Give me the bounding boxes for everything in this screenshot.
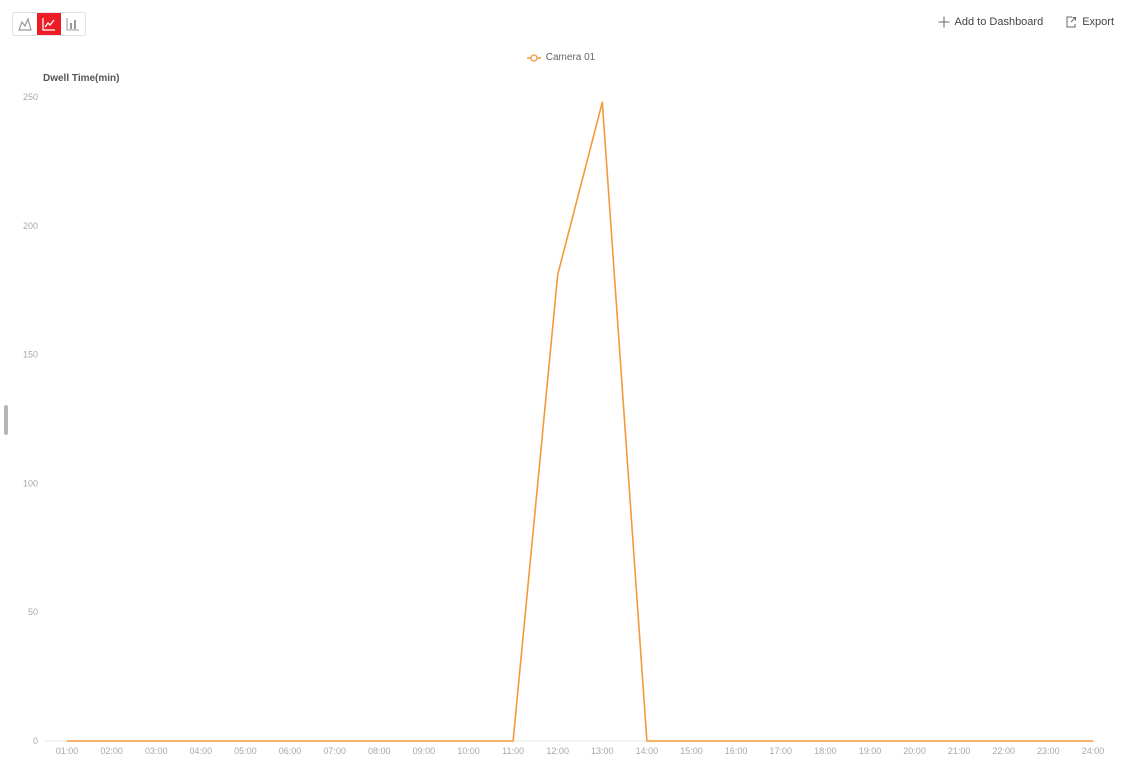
- series-line-camera-01: [67, 101, 1093, 742]
- area-chart-button[interactable]: [13, 13, 37, 35]
- legend-item-camera-01[interactable]: Camera 01: [526, 52, 596, 63]
- export-icon: [1066, 16, 1077, 28]
- x-tick-label: 22:00: [993, 746, 1016, 756]
- export-button[interactable]: Export: [1065, 16, 1114, 28]
- y-tick-label: 200: [23, 221, 38, 231]
- x-tick-label: 20:00: [903, 746, 926, 756]
- x-tick-label: 13:00: [591, 746, 614, 756]
- add-to-dashboard-label: Add to Dashboard: [954, 16, 1044, 28]
- chart-type-switch: [12, 12, 86, 36]
- y-axis-title: Dwell Time(min): [43, 73, 120, 84]
- line-chart-icon: [42, 18, 55, 31]
- x-tick-label: 14:00: [636, 746, 659, 756]
- x-tick-label: 06:00: [279, 746, 302, 756]
- x-tick-label: 11:00: [502, 746, 524, 756]
- x-tick-label: 15:00: [680, 746, 703, 756]
- chart-actions: Add to Dashboard Export: [938, 16, 1114, 28]
- x-tick-label: 02:00: [100, 746, 123, 756]
- x-tick-label: 03:00: [145, 746, 168, 756]
- x-tick-label: 01:00: [56, 746, 79, 756]
- y-tick-label: 50: [28, 607, 38, 617]
- x-tick-label: 17:00: [769, 746, 792, 756]
- export-label: Export: [1082, 16, 1114, 28]
- x-tick-label: 04:00: [190, 746, 213, 756]
- axes: 0 50 100 150 200 250 01:00 02:00 03:00 04:00 05:00…: [23, 92, 1104, 756]
- x-tick-label: 08:00: [368, 746, 391, 756]
- bar-chart-button[interactable]: [61, 13, 85, 35]
- x-tick-label: 07:00: [323, 746, 346, 756]
- side-panel-handle[interactable]: [4, 405, 8, 435]
- chart-legend: Camera 01: [0, 52, 1122, 63]
- y-tick-label: 100: [23, 478, 38, 488]
- line-chart-button[interactable]: [37, 13, 61, 35]
- x-tick-label: 21:00: [948, 746, 971, 756]
- x-tick-label: 23:00: [1037, 746, 1060, 756]
- y-tick-label: 0: [33, 736, 38, 746]
- area-chart-icon: [18, 17, 32, 31]
- add-to-dashboard-button[interactable]: Add to Dashboard: [938, 16, 1044, 28]
- y-tick-label: 150: [23, 350, 38, 360]
- series-layer: [67, 101, 1093, 742]
- plus-icon: [938, 16, 950, 28]
- x-tick-label: 24:00: [1082, 746, 1105, 756]
- x-tick-label: 10:00: [457, 746, 480, 756]
- legend-label: Camera 01: [545, 52, 596, 63]
- x-tick-label: 16:00: [725, 746, 748, 756]
- legend-line-marker-icon: [526, 53, 541, 62]
- x-tick-label: 12:00: [546, 746, 569, 756]
- x-tick-label: 18:00: [814, 746, 837, 756]
- bar-chart-icon: [66, 18, 79, 31]
- y-tick-label: 250: [23, 92, 38, 102]
- x-tick-label: 19:00: [859, 746, 882, 756]
- x-tick-label: 09:00: [413, 746, 436, 756]
- x-tick-label: 05:00: [234, 746, 257, 756]
